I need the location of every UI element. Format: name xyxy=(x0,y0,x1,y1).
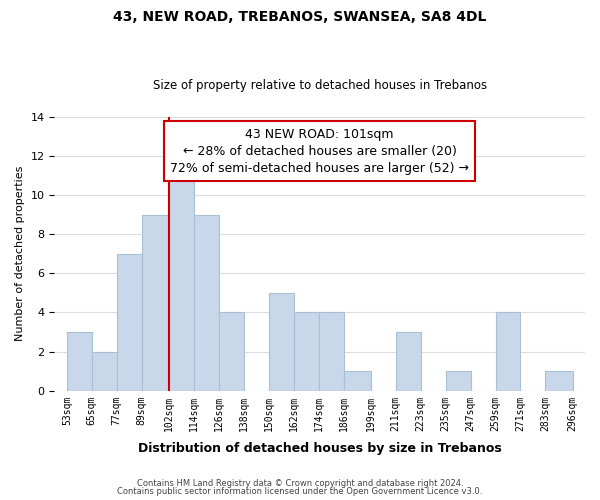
Title: Size of property relative to detached houses in Trebanos: Size of property relative to detached ho… xyxy=(152,79,487,92)
Bar xyxy=(117,254,142,391)
Text: Contains HM Land Registry data © Crown copyright and database right 2024.: Contains HM Land Registry data © Crown c… xyxy=(137,478,463,488)
Bar xyxy=(446,371,470,391)
Bar xyxy=(92,352,117,391)
Bar xyxy=(344,371,371,391)
Text: 43 NEW ROAD: 101sqm
← 28% of detached houses are smaller (20)
72% of semi-detach: 43 NEW ROAD: 101sqm ← 28% of detached ho… xyxy=(170,128,469,174)
Bar xyxy=(496,312,520,391)
Bar xyxy=(194,214,219,391)
X-axis label: Distribution of detached houses by size in Trebanos: Distribution of detached houses by size … xyxy=(138,442,502,455)
Y-axis label: Number of detached properties: Number of detached properties xyxy=(15,166,25,342)
Bar xyxy=(319,312,344,391)
Bar xyxy=(395,332,421,391)
Bar xyxy=(293,312,319,391)
Bar xyxy=(67,332,92,391)
Text: Contains public sector information licensed under the Open Government Licence v3: Contains public sector information licen… xyxy=(118,487,482,496)
Bar xyxy=(269,293,293,391)
Bar xyxy=(169,156,194,391)
Bar xyxy=(142,214,169,391)
Text: 43, NEW ROAD, TREBANOS, SWANSEA, SA8 4DL: 43, NEW ROAD, TREBANOS, SWANSEA, SA8 4DL xyxy=(113,10,487,24)
Bar xyxy=(219,312,244,391)
Bar xyxy=(545,371,572,391)
